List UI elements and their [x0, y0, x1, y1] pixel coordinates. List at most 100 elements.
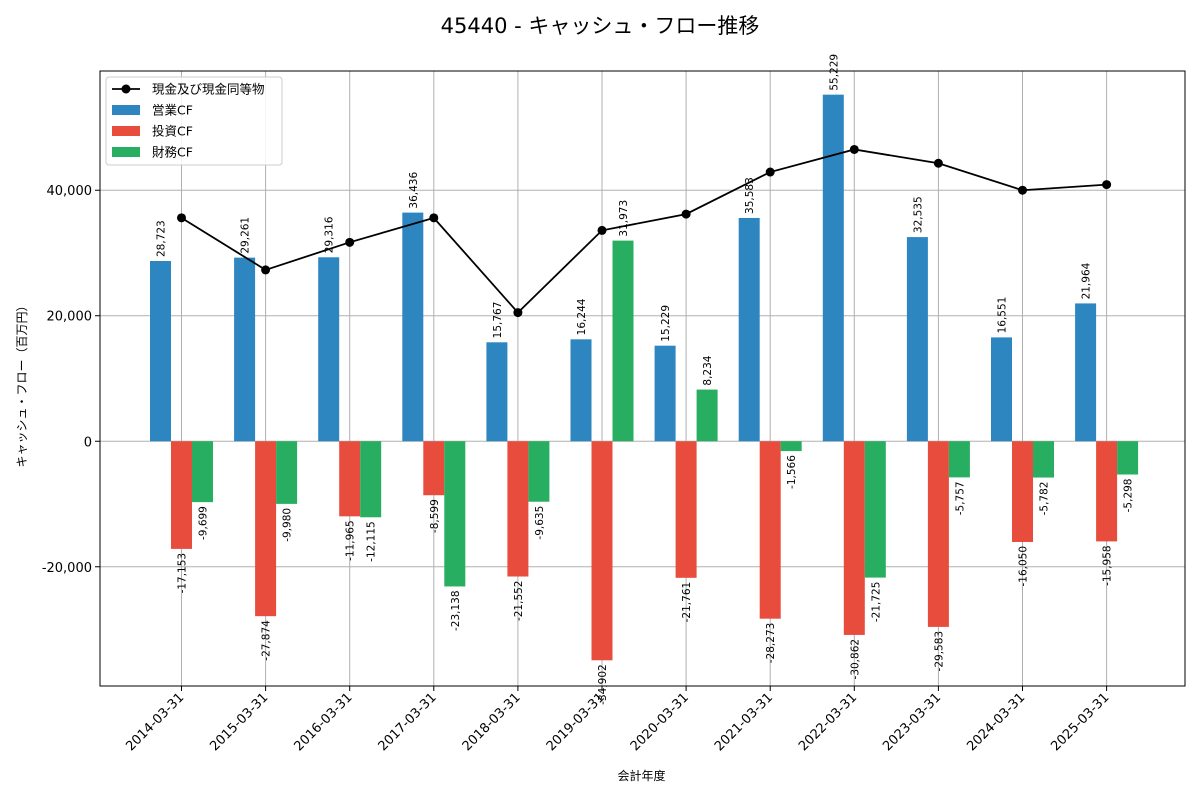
x-tick-label: 2025-03-31: [1048, 690, 1112, 754]
data-label: 55,229: [828, 54, 840, 91]
bar[interactable]: [927, 441, 949, 627]
cash-point[interactable]: [933, 158, 943, 168]
bar[interactable]: [948, 441, 970, 478]
x-axis-label: 会計年度: [617, 768, 665, 783]
bar[interactable]: [1096, 441, 1118, 542]
bar[interactable]: [276, 441, 298, 504]
x-tick-label: 2023-03-31: [880, 690, 944, 754]
bar[interactable]: [318, 257, 340, 442]
cash-point[interactable]: [429, 213, 439, 223]
data-label: 15,229: [660, 305, 672, 342]
bar[interactable]: [423, 441, 445, 496]
x-tick-label: 2015-03-31: [207, 690, 271, 754]
bar[interactable]: [570, 339, 592, 442]
series-1: -17,153 -27,874 -11,965 -8,599 -21,552 -34,90…: [171, 441, 1118, 705]
bar[interactable]: [906, 237, 928, 442]
bar[interactable]: [360, 441, 382, 518]
data-label: -28,273: [765, 623, 777, 664]
data-label: -21,725: [870, 582, 882, 623]
bar[interactable]: [759, 441, 781, 619]
bar[interactable]: [528, 441, 550, 502]
bar[interactable]: [150, 261, 171, 442]
bar[interactable]: [507, 441, 529, 577]
cash-point[interactable]: [261, 265, 271, 275]
bar[interactable]: [822, 94, 844, 442]
x-tick-label: 2018-03-31: [460, 690, 524, 754]
bar[interactable]: [1012, 441, 1033, 542]
bar[interactable]: [402, 212, 424, 442]
data-label: 8,234: [702, 355, 714, 385]
bar[interactable]: [864, 441, 886, 578]
data-label: -23,138: [450, 590, 462, 631]
x-tick-label: 2016-03-31: [291, 690, 355, 754]
x-tick-label: 2024-03-31: [964, 690, 1028, 754]
bar[interactable]: [738, 217, 760, 442]
chart-title: 45440 - キャッシュ・フロー推移: [441, 14, 760, 38]
bar[interactable]: [696, 389, 718, 442]
data-label: -5,782: [1039, 482, 1051, 516]
y-tick-label: 0: [84, 435, 92, 450]
bar[interactable]: [1075, 303, 1097, 442]
data-label: -5,757: [954, 481, 966, 515]
data-label: 29,316: [324, 216, 336, 253]
legend-bar-swatch: [112, 105, 140, 115]
bar[interactable]: [486, 342, 508, 442]
bar[interactable]: [654, 345, 676, 442]
data-label: 29,261: [240, 217, 252, 254]
bar[interactable]: [591, 441, 613, 661]
bar[interactable]: [339, 441, 361, 517]
data-label: -17,153: [177, 553, 189, 594]
data-label: -1,566: [786, 455, 798, 489]
legend-entry[interactable]: 現金及び現金同等物: [152, 82, 265, 97]
bar[interactable]: [255, 441, 277, 617]
cash-point[interactable]: [177, 213, 186, 223]
data-label: -21,552: [513, 581, 525, 622]
data-label: -9,635: [534, 506, 546, 540]
y-tick-label: -20,000: [42, 561, 92, 576]
bar[interactable]: [780, 441, 802, 452]
data-label: 28,723: [156, 220, 168, 257]
cash-point[interactable]: [1102, 180, 1112, 190]
cash-line: [181, 148, 1107, 314]
bar[interactable]: [843, 441, 865, 635]
legend-bar-swatch: [112, 147, 140, 157]
bar[interactable]: [1117, 441, 1139, 475]
bar[interactable]: [444, 441, 466, 587]
cash-point[interactable]: [765, 167, 775, 177]
x-tick-label: 2020-03-31: [628, 690, 692, 754]
cash-point[interactable]: [1018, 185, 1027, 195]
cash-point[interactable]: [849, 144, 859, 154]
bar[interactable]: [1033, 441, 1054, 478]
bar[interactable]: [192, 441, 213, 503]
y-tick-label: 40,000: [47, 184, 93, 199]
legend-entry[interactable]: 財務CF: [152, 145, 193, 160]
cash-point[interactable]: [597, 225, 607, 235]
bar[interactable]: [234, 257, 256, 442]
data-label: -30,862: [849, 639, 861, 680]
x-tick-label: 2022-03-31: [796, 690, 860, 754]
bar[interactable]: [612, 240, 634, 442]
data-label: -16,050: [1018, 546, 1030, 587]
data-label: -9,980: [282, 508, 294, 542]
legend-entry[interactable]: 投資CF: [152, 124, 193, 139]
plot-frame: [99, 70, 1186, 687]
bar[interactable]: [675, 441, 697, 578]
cash-point[interactable]: [681, 209, 691, 219]
legend-bar-swatch: [112, 126, 140, 136]
data-label: -9,699: [198, 506, 210, 540]
data-label: 16,551: [997, 297, 1009, 334]
data-label: 36,436: [408, 172, 420, 209]
data-label: -27,874: [261, 620, 273, 661]
legend-entry[interactable]: 営業CF: [152, 103, 193, 118]
bar[interactable]: [991, 337, 1012, 442]
data-label: -15,958: [1102, 545, 1114, 586]
data-label: -12,115: [366, 521, 378, 562]
cash-point[interactable]: [513, 308, 523, 318]
y-tick-label: 20,000: [47, 310, 93, 325]
data-label: 31,973: [618, 200, 630, 237]
data-label: 16,244: [576, 298, 588, 335]
bar[interactable]: [171, 441, 192, 549]
cash-point[interactable]: [345, 237, 355, 247]
